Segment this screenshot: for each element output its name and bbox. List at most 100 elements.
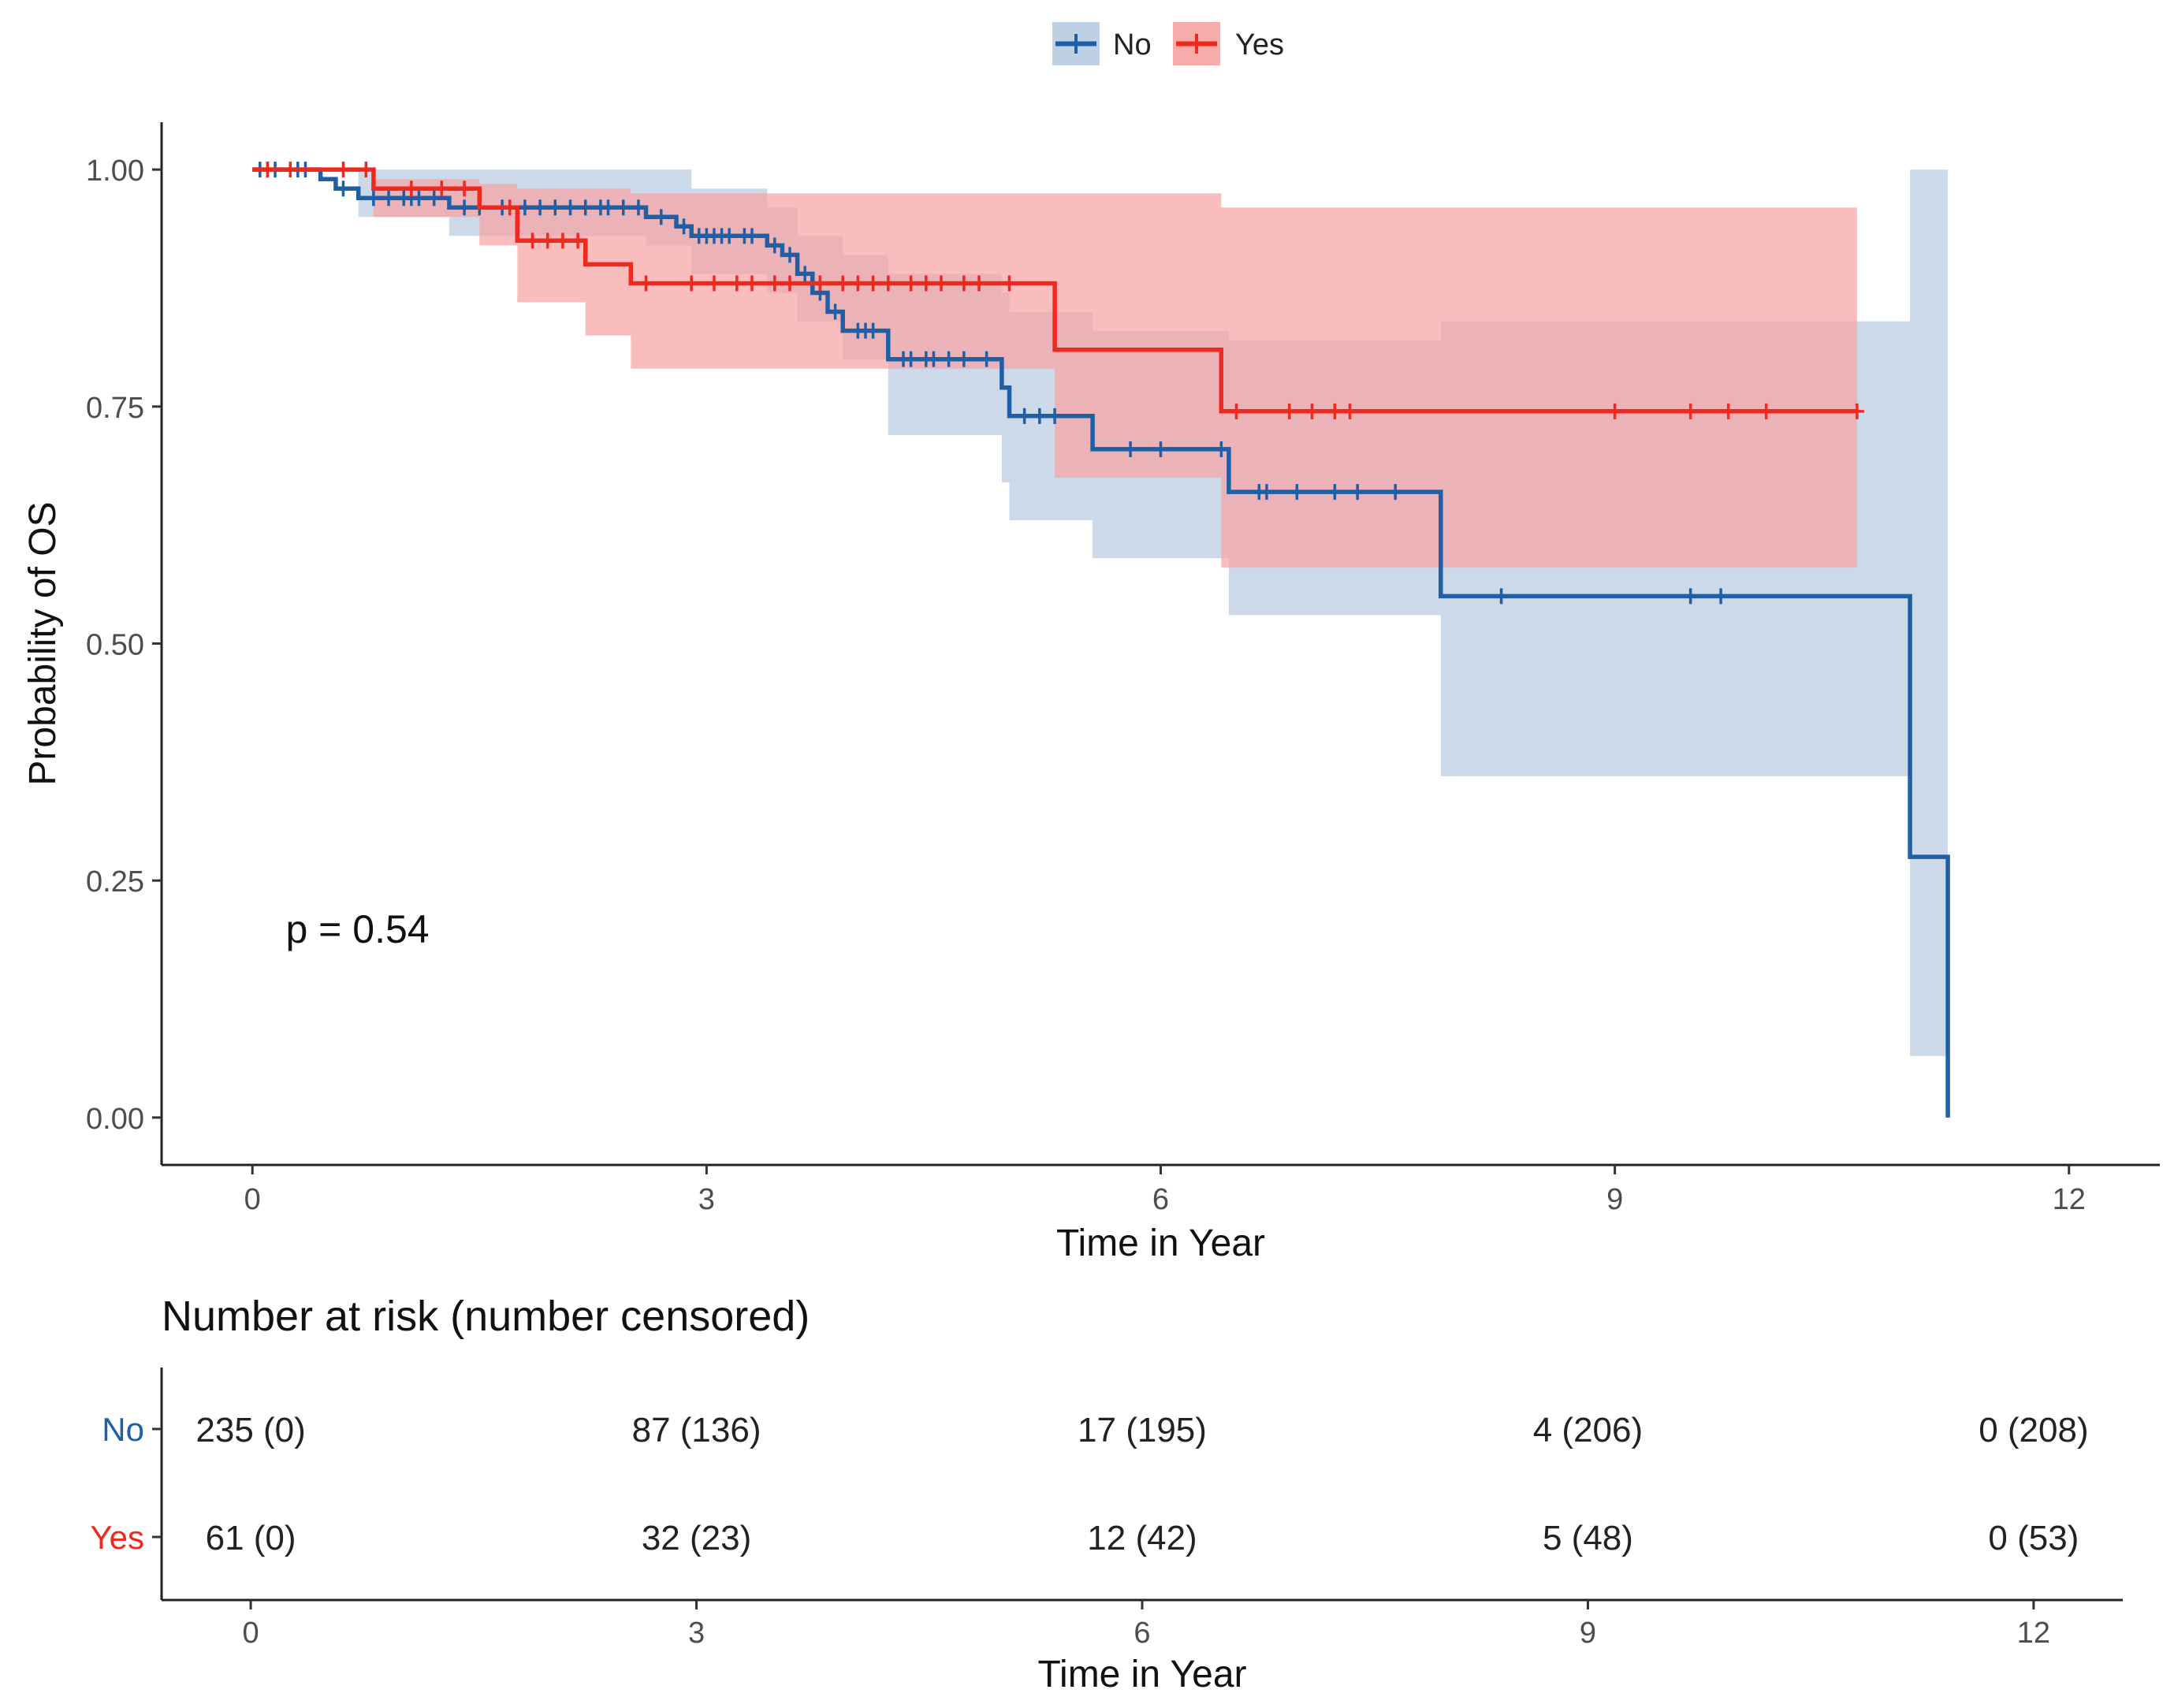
censor-mark-no [548,199,563,216]
risk-cell-no: 0 (208) [1979,1411,2088,1449]
risk-x-tick-label: 6 [1134,1617,1150,1650]
censor-mark-no [1214,441,1229,457]
legend-item-no: No [1052,22,1152,65]
censor-mark-yes [1282,403,1297,419]
censor-mark-no [956,351,971,367]
censor-marks-no [252,162,1729,605]
legend-item-yes: Yes [1173,22,1284,65]
risk-x-tick-label: 9 [1580,1617,1596,1650]
km-axes: 0.00 0.25 0.50 0.75 1.00 0 3 6 9 12 Time in Year Pr… [22,122,2160,1264]
censor-mark-yes [903,275,918,292]
censor-mark-yes [934,275,949,292]
x-axis-title: Time in Year [1056,1222,1265,1264]
x-tick-label: 0 [244,1183,261,1216]
censor-mark-yes [918,275,933,292]
x-tick-label: 6 [1152,1183,1169,1216]
censor-mark-yes [502,199,517,216]
censor-mark-yes [336,162,351,178]
censor-mark-yes [555,233,570,249]
y-tick-label: 1.00 [86,154,144,188]
censor-mark-no [941,351,956,367]
censor-mark-no [1683,588,1698,605]
censor-mark-no [426,190,441,207]
censor-mark-yes [836,275,851,292]
censor-mark-yes [457,180,472,197]
risk-row-label-yes: Yes [90,1519,144,1556]
ci-band-yes [252,169,1857,568]
censor-mark-no [1327,484,1342,500]
risk-cell-yes: 0 (53) [1988,1519,2079,1557]
legend-label-yes: Yes [1235,28,1284,61]
censor-mark-yes [434,180,449,197]
censor-mark-no [616,199,631,216]
legend-label-no: No [1113,28,1152,61]
censor-mark-yes [782,275,797,292]
censor-mark-no [411,190,426,207]
censor-mark-no [1259,484,1274,500]
risk-x-tick-label: 12 [2017,1617,2050,1650]
censor-mark-no [798,266,813,282]
censor-mark-yes [880,275,895,292]
ci-bands [252,169,1949,1056]
risk-row-label-no: No [102,1411,144,1448]
censor-mark-yes [744,275,759,292]
censor-mark-no [926,351,941,367]
x-tick-label: 9 [1606,1183,1623,1216]
risk-table: Number at risk (number censored) No 235 (0… [90,1293,2123,1695]
censor-mark-no [601,199,616,216]
censor-mark-no [1714,588,1729,605]
censor-mark-yes [684,275,699,292]
censor-mark-no [1388,484,1403,500]
risk-cell-yes: 61 (0) [206,1519,296,1557]
censor-mark-yes [540,233,555,249]
y-tick-label: 0.75 [86,392,144,425]
censor-mark-no [533,199,548,216]
y-tick-label: 0.25 [86,865,144,899]
censor-mark-yes [359,162,374,178]
censor-mark-yes [571,233,586,249]
censor-mark-no [563,199,578,216]
censor-mark-yes [1849,403,1864,419]
risk-cell-no: 235 (0) [195,1411,305,1449]
survival-line-yes [252,167,1857,414]
censor-mark-no [517,199,532,216]
x-tick-label: 3 [698,1183,715,1216]
censor-mark-yes [525,233,540,249]
legend: No Yes [1052,22,1284,65]
risk-cell-no: 17 (195) [1078,1411,1207,1449]
censor-mark-no [903,351,918,367]
risk-table-title: Number at risk (number censored) [162,1293,810,1340]
risk-cell-no: 4 (206) [1533,1411,1643,1449]
censor-mark-no [1123,441,1138,457]
censor-mark-yes [1342,403,1357,419]
censor-mark-yes [866,275,880,292]
risk-cell-no: 87 (136) [632,1411,761,1449]
survival-line-no [252,167,1950,1118]
censor-mark-no [979,351,994,367]
censor-mark-no [1290,484,1305,500]
y-axis-title: Probability of OS [22,501,64,785]
censor-marks-yes [260,162,1864,419]
censor-mark-no [722,228,737,244]
censor-mark-yes [404,180,419,197]
censor-mark-yes [729,275,744,292]
censor-mark-yes [1002,275,1017,292]
censor-mark-no [866,322,880,339]
censor-mark-no [1494,588,1509,605]
censor-mark-no [1032,407,1047,424]
risk-cell-yes: 5 (48) [1543,1519,1633,1557]
censor-mark-yes [260,162,275,178]
censor-mark-no [782,247,797,263]
survival-curves [252,162,1950,1118]
censor-mark-yes [1683,403,1698,419]
risk-x-axis-title: Time in Year [1037,1654,1246,1695]
censor-mark-no [336,180,351,197]
x-tick-label: 12 [2053,1183,2086,1216]
risk-x-tick-label: 3 [688,1617,705,1650]
censor-mark-yes [1759,403,1774,419]
censor-mark-yes [851,275,866,292]
censor-mark-yes [767,275,782,292]
censor-mark-yes [706,275,721,292]
